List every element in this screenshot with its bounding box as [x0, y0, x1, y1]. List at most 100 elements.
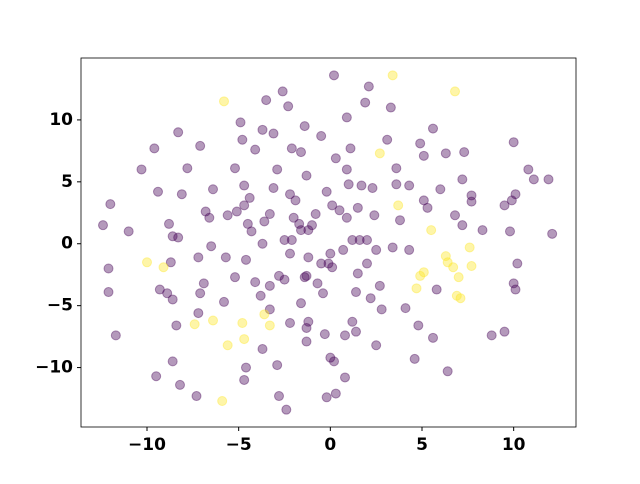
- point: [512, 258, 523, 269]
- point: [330, 388, 341, 399]
- point: [334, 205, 345, 216]
- point: [261, 95, 272, 106]
- point: [418, 195, 429, 206]
- point: [250, 144, 261, 155]
- point: [286, 143, 297, 154]
- point: [453, 272, 464, 283]
- point: [301, 336, 312, 347]
- point: [418, 267, 429, 278]
- x-tick-label: −5: [226, 435, 252, 455]
- point: [208, 184, 218, 195]
- point: [371, 244, 382, 255]
- point: [164, 218, 174, 229]
- point: [195, 140, 206, 151]
- point: [301, 170, 312, 181]
- x-tick-label: 0: [324, 435, 336, 455]
- point: [321, 186, 332, 197]
- y-tick-label: 5: [61, 172, 73, 192]
- point: [510, 189, 521, 200]
- point: [193, 252, 204, 263]
- y-tick-label: −10: [35, 358, 73, 378]
- point: [440, 148, 451, 159]
- point: [508, 137, 519, 148]
- point: [158, 262, 169, 273]
- point: [237, 134, 248, 145]
- point: [257, 238, 268, 249]
- point: [329, 356, 339, 367]
- point: [219, 296, 229, 307]
- point: [510, 284, 521, 295]
- point: [354, 235, 365, 246]
- point: [340, 330, 350, 341]
- point: [385, 102, 396, 113]
- point: [257, 343, 268, 354]
- point: [327, 200, 338, 211]
- point: [340, 372, 350, 383]
- point: [338, 244, 349, 255]
- point: [257, 124, 268, 135]
- point: [220, 252, 231, 263]
- point: [195, 288, 206, 299]
- point: [110, 330, 121, 341]
- point: [235, 117, 246, 128]
- point: [105, 199, 116, 210]
- point: [347, 316, 358, 327]
- point: [154, 284, 165, 295]
- point: [422, 202, 433, 213]
- point: [285, 317, 295, 328]
- point: [466, 190, 477, 201]
- point: [316, 258, 327, 269]
- point: [167, 294, 178, 305]
- point: [426, 225, 437, 236]
- point: [239, 200, 250, 211]
- point: [283, 101, 294, 112]
- point: [376, 304, 387, 315]
- point: [464, 242, 475, 253]
- point: [303, 252, 314, 263]
- point: [182, 163, 193, 174]
- point: [239, 374, 250, 385]
- point: [448, 262, 459, 273]
- point: [327, 262, 338, 273]
- point: [264, 209, 275, 220]
- point: [343, 179, 354, 190]
- point: [268, 128, 279, 139]
- point: [312, 278, 323, 289]
- point: [486, 330, 497, 341]
- point: [191, 391, 202, 402]
- point: [409, 353, 420, 364]
- point: [259, 309, 270, 320]
- point: [279, 235, 290, 246]
- point: [193, 308, 204, 319]
- point: [285, 248, 295, 259]
- point: [352, 268, 363, 279]
- point: [442, 257, 453, 268]
- point: [239, 334, 250, 345]
- point: [428, 332, 438, 343]
- point: [466, 261, 477, 272]
- point: [499, 200, 510, 211]
- point: [274, 391, 284, 402]
- point: [411, 283, 422, 294]
- point: [329, 70, 339, 81]
- point: [393, 200, 404, 211]
- point: [296, 298, 306, 309]
- point: [264, 304, 275, 315]
- point: [231, 206, 242, 217]
- point: [341, 212, 352, 223]
- point: [341, 164, 352, 175]
- point: [351, 326, 361, 337]
- point: [281, 404, 292, 415]
- point: [307, 220, 317, 231]
- point: [413, 320, 424, 331]
- point: [255, 290, 266, 301]
- point: [523, 164, 534, 175]
- point: [404, 244, 415, 255]
- point: [250, 277, 261, 288]
- point: [222, 340, 233, 351]
- point: [303, 225, 314, 236]
- point: [347, 235, 358, 246]
- point: [457, 174, 468, 185]
- point: [367, 183, 378, 194]
